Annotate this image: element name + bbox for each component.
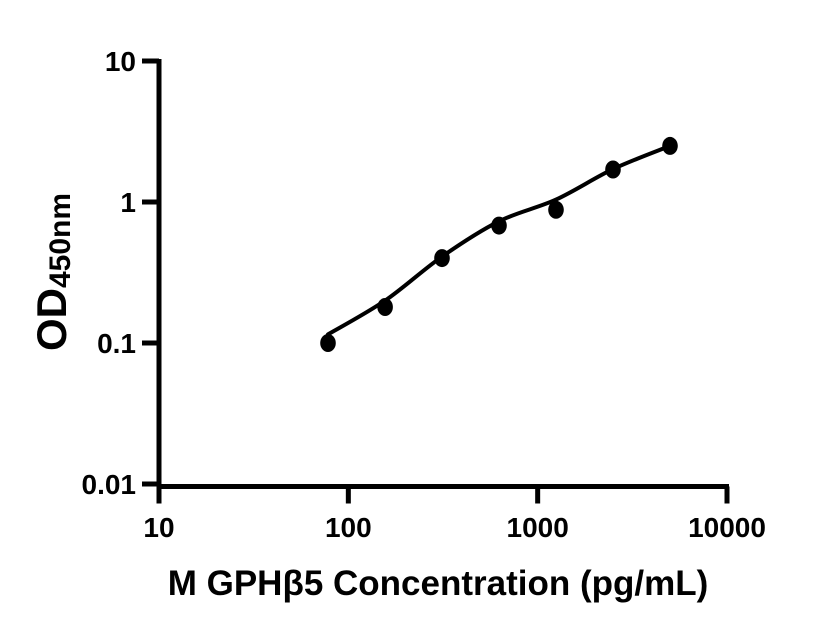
data-point bbox=[662, 136, 678, 155]
y-tick-label: 0.1 bbox=[97, 328, 136, 359]
tick-marks bbox=[142, 58, 730, 504]
data-series bbox=[320, 136, 678, 352]
x-tick-label: 10 bbox=[143, 512, 174, 543]
axes bbox=[156, 59, 729, 489]
x-tick-label: 1000 bbox=[507, 512, 569, 543]
y-axis-title: OD450nm bbox=[28, 193, 77, 351]
y-tick-label: 0.01 bbox=[82, 469, 137, 500]
x-axis-title: M GPHβ5 Concentration (pg/mL) bbox=[168, 564, 709, 603]
data-point bbox=[434, 249, 450, 268]
data-point bbox=[491, 216, 507, 235]
y-tick-label: 1 bbox=[120, 187, 136, 218]
data-point bbox=[377, 298, 393, 316]
y-tick-label: 10 bbox=[105, 46, 136, 77]
y-axis-title-main: OD bbox=[28, 288, 75, 351]
x-tick-label: 10000 bbox=[688, 512, 766, 543]
y-axis-title-sub: 450nm bbox=[44, 193, 77, 288]
data-point bbox=[320, 334, 336, 352]
x-tick-label: 100 bbox=[325, 512, 372, 543]
data-point bbox=[548, 200, 564, 219]
data-point bbox=[605, 160, 621, 179]
